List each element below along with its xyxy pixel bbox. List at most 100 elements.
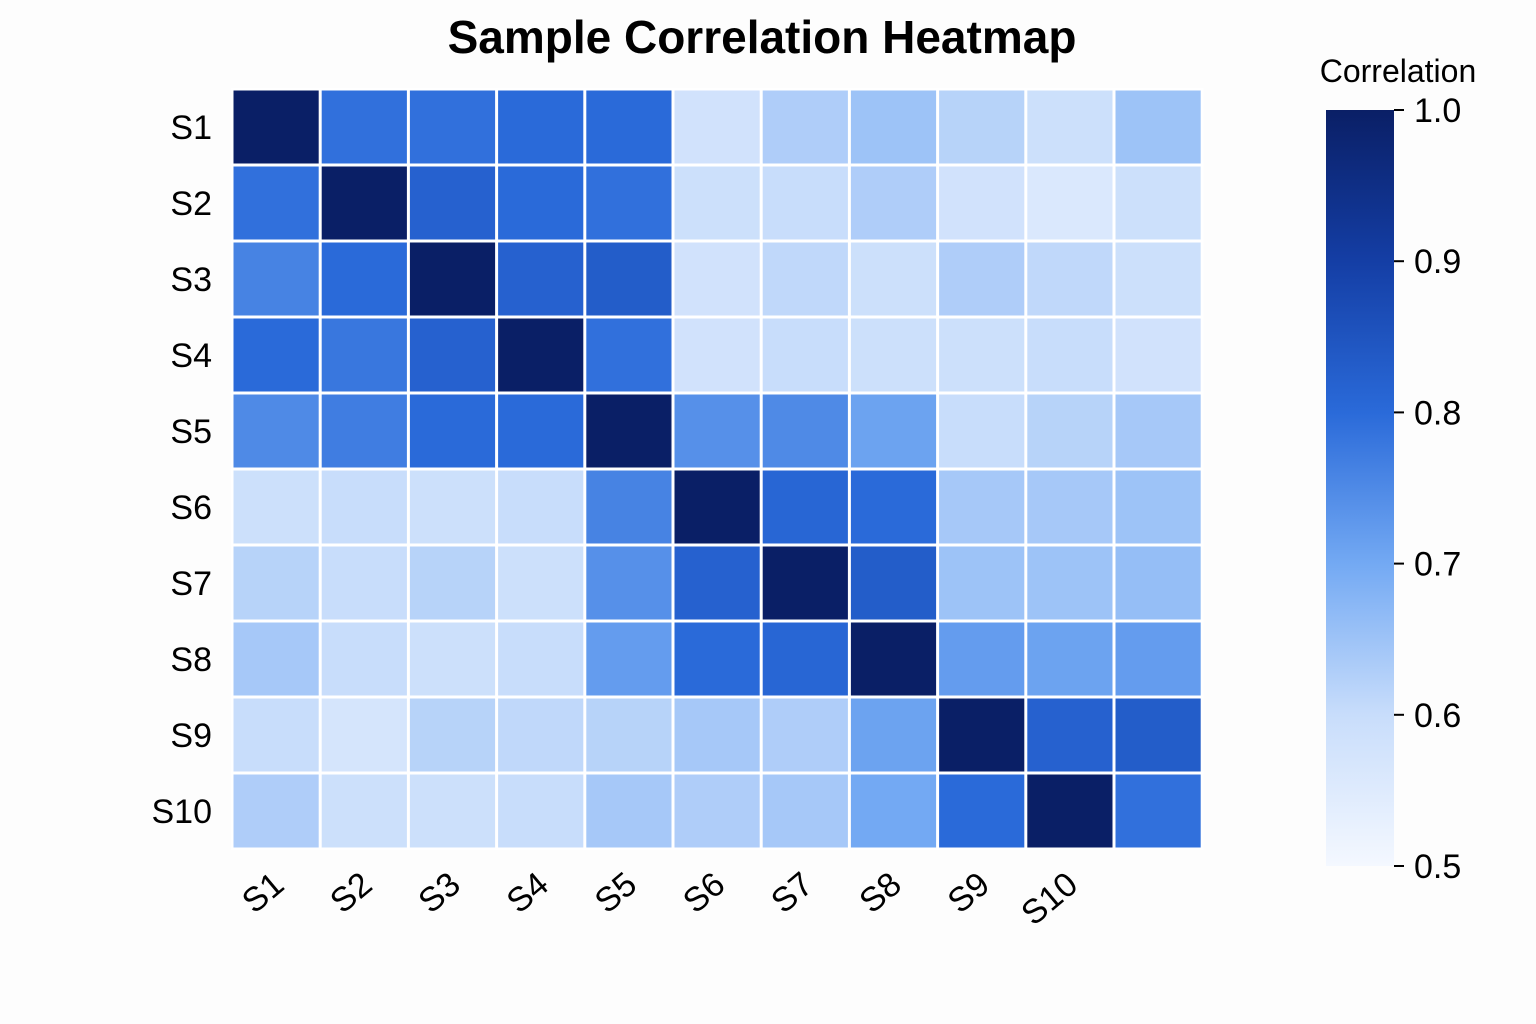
heatmap-cell [1027,166,1113,240]
colorbar-title: Correlation [1320,53,1477,89]
row-label: S3 [170,261,212,299]
heatmap-cell [586,242,672,316]
heatmap-cell [850,90,937,164]
heatmap-cell [321,622,407,696]
heatmap-cell [674,318,760,392]
heatmap-cell [498,546,584,620]
heatmap-cell [939,470,1025,544]
heatmap-cell [1115,394,1201,468]
heatmap-cell [233,546,319,620]
heatmap-cell [762,394,848,468]
heatmap-cell [1027,90,1113,164]
heatmap-cell [674,774,760,848]
heatmap-cell [586,470,672,544]
heatmap-cell [233,166,319,240]
row-label: S8 [170,641,212,679]
heatmap-cell [1027,318,1113,392]
heatmap-cell [321,774,407,848]
heatmap-cell [321,546,407,620]
heatmap-cell [233,318,319,392]
colorbar-tick-label: 0.7 [1414,546,1461,584]
heatmap-cell [498,698,584,772]
column-label: S2 [323,865,379,921]
heatmap-cell [850,774,937,848]
heatmap-cell [498,394,584,468]
heatmap-cell [939,394,1025,468]
heatmap-cell [1115,546,1201,620]
heatmap-cell [1115,90,1201,164]
column-label: S5 [588,865,644,921]
heatmap-cell [1027,546,1113,620]
heatmap-cell [321,90,407,164]
row-label: S2 [170,185,212,223]
heatmap-cell [409,546,496,620]
heatmap-cell [409,774,496,848]
column-label: S9 [941,865,997,921]
heatmap-cell [939,90,1025,164]
heatmap-cell [321,242,407,316]
heatmap-cell [409,166,496,240]
heatmap-cell [1115,622,1201,696]
row-labels: S1 S2 S3 S4 S5 S6 S7 S8 S9 S10 [152,109,213,831]
heatmap-cell [409,394,496,468]
heatmap-cell [1115,774,1201,848]
heatmap-cell [850,318,937,392]
heatmap-cell [321,166,407,240]
heatmap-cell [498,166,584,240]
column-label: S3 [411,865,467,921]
heatmap-cell [586,698,672,772]
heatmap-cell [939,166,1025,240]
colorbar-tick-label: 0.5 [1414,848,1461,886]
row-label: S4 [170,337,212,375]
heatmap-cell [1027,774,1113,848]
colorbar: Correlation 0.5 0.6 0.7 0.8 0.9 1.0 [1320,53,1477,886]
column-label: S8 [852,865,908,921]
colorbar-gradient [1326,110,1394,866]
heatmap-cell [233,394,319,468]
column-labels: S1 S2 S3 S4 S5 S6 S7 S8 S9 S10 [235,865,1085,933]
heatmap-cell [233,774,319,848]
heatmap-cell [233,242,319,316]
heatmap-cells [231,88,1204,850]
heatmap-cell [498,242,584,316]
heatmap-cell [1115,698,1201,772]
heatmap-cell [321,698,407,772]
heatmap-cell [762,774,848,848]
heatmap-cell [762,242,848,316]
heatmap-cell [498,470,584,544]
heatmap-cell [762,622,848,696]
heatmap-cell [409,242,496,316]
heatmap-cell [850,622,937,696]
heatmap-cell [586,394,672,468]
heatmap-cell [762,318,848,392]
heatmap-cell [674,622,760,696]
heatmap-cell [586,318,672,392]
heatmap-cell [762,698,848,772]
heatmap-cell [1027,622,1113,696]
heatmap-cell [850,166,937,240]
heatmap-cell [939,318,1025,392]
heatmap-cell [674,546,760,620]
row-label: S6 [170,489,212,527]
colorbar-tick-label: 0.8 [1414,394,1461,432]
column-label: S6 [676,865,732,921]
heatmap-cell [1115,470,1201,544]
heatmap-cell [1115,166,1201,240]
colorbar-tick-label: 1.0 [1414,92,1461,130]
heatmap-cell [762,166,848,240]
heatmap-cell [850,394,937,468]
heatmap-cell [939,622,1025,696]
heatmap-cell [409,90,496,164]
heatmap-cell [939,242,1025,316]
colorbar-tick-label: 0.6 [1414,697,1461,735]
column-label: S1 [235,865,291,921]
heatmap-cell [498,774,584,848]
column-label: S4 [500,865,556,921]
heatmap-cell [233,622,319,696]
heatmap-cell [674,166,760,240]
row-label: S5 [170,413,212,451]
heatmap-cell [233,698,319,772]
heatmap-cell [409,318,496,392]
heatmap-cell [586,166,672,240]
